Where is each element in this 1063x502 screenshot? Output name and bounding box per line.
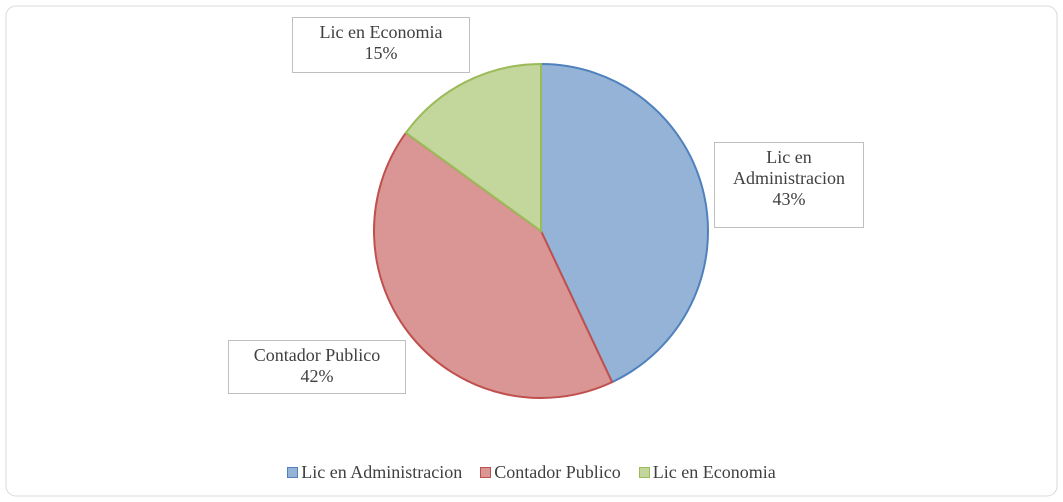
pie-slice — [404, 62, 542, 233]
data-label-name: Contador Publico — [253, 345, 381, 365]
pie-slice — [373, 131, 614, 399]
data-label-value: 42% — [300, 366, 334, 386]
pie-slice — [540, 62, 709, 384]
legend-swatch — [287, 467, 299, 478]
legend-label: Lic en Administracion — [301, 462, 463, 482]
legend-swatch — [638, 467, 650, 478]
legend-item: Contador Publico — [480, 462, 621, 483]
data-label-name: Lic en Administracion — [733, 147, 845, 188]
legend-item: Lic en Administracion — [287, 462, 462, 483]
data-label-value: 43% — [772, 189, 806, 209]
data-label: Lic en Economia 15% — [292, 17, 470, 73]
legend-label: Lic en Economia — [652, 462, 776, 482]
legend-label: Contador Publico — [494, 462, 621, 482]
data-label: Lic en Administracion 43% — [714, 142, 864, 228]
legend-swatch — [480, 467, 492, 478]
legend-item: Lic en Economia — [638, 462, 776, 483]
data-label: Contador Publico 42% — [228, 340, 406, 394]
data-label-name: Lic en Economia — [319, 22, 443, 42]
data-label-value: 15% — [364, 43, 398, 63]
legend: Lic en Administracion Contador Publico Lic… — [0, 462, 1063, 483]
